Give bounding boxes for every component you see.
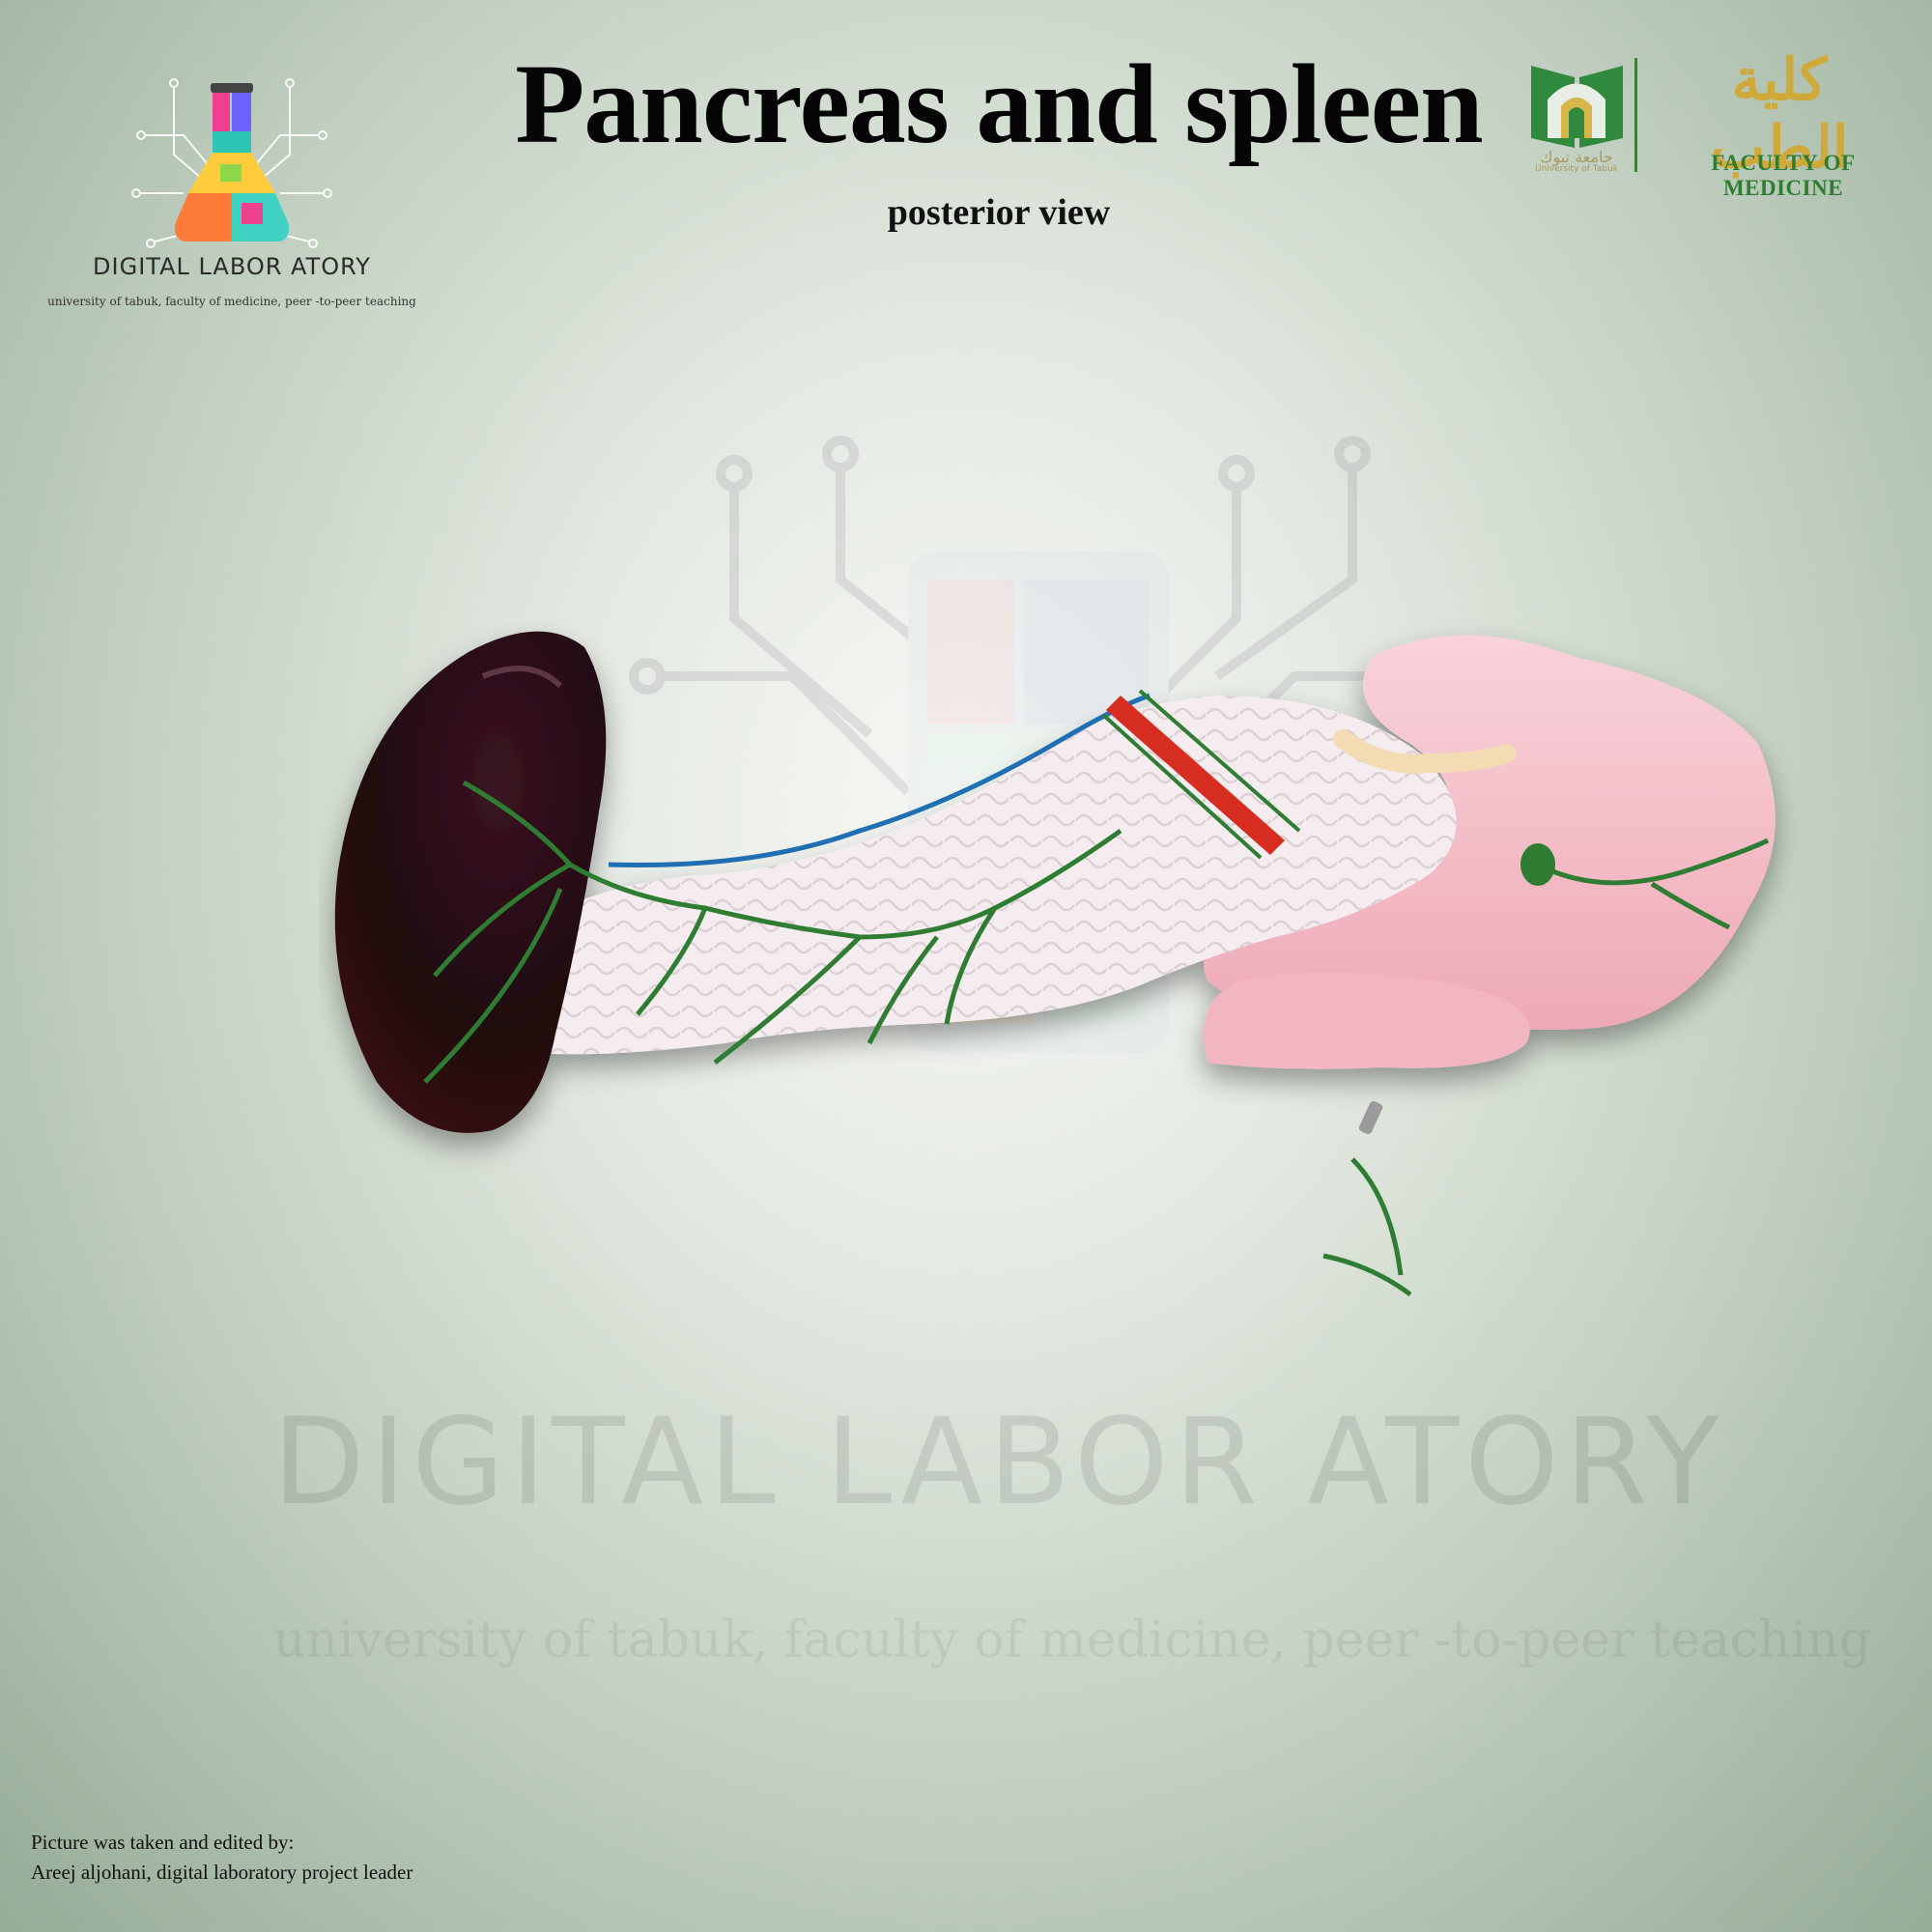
puzzle-flask-icon: [131, 78, 332, 248]
photo-credit-line1: Picture was taken and edited by:: [31, 1831, 295, 1854]
faculty-name-arabic: كلية الطب: [1710, 46, 1849, 182]
duodenum-shape: [1204, 635, 1776, 1030]
logo-divider: [1634, 58, 1637, 172]
green-book-arch-icon: [1531, 66, 1623, 148]
spleen-shape: [334, 631, 607, 1133]
faculty-name-english: FACULTY OF MEDICINE: [1711, 151, 1856, 200]
lab-logo-name: DIGITAL LABOR ATORY: [93, 253, 371, 280]
university-name-arabic: جامعة تبوك: [1540, 148, 1613, 166]
watermark-name: DIGITAL LABOR ATORY: [272, 1393, 1725, 1532]
photo-credit-line2: Areej aljohani, digital laboratory proje…: [31, 1861, 413, 1884]
page-subtitle: posterior view: [887, 192, 1111, 233]
lab-logo-tagline: university of tabuk, faculty of medicine…: [47, 295, 416, 308]
common-bile-duct: [1333, 729, 1517, 774]
splenic-vein-line: [608, 693, 1151, 868]
artery-stripe: [1106, 696, 1285, 855]
university-name-english: University of Tabuk: [1535, 164, 1618, 174]
page-title: Pancreas and spleen: [515, 41, 1484, 167]
watermark-tagline: university of tabuk, faculty of medicine…: [273, 1611, 1871, 1669]
green-vessels: [423, 780, 1770, 1297]
photo-credit: Picture was taken and edited by: Areej a…: [31, 1828, 412, 1888]
pancreas-spleen-model-image: [334, 631, 1776, 1297]
